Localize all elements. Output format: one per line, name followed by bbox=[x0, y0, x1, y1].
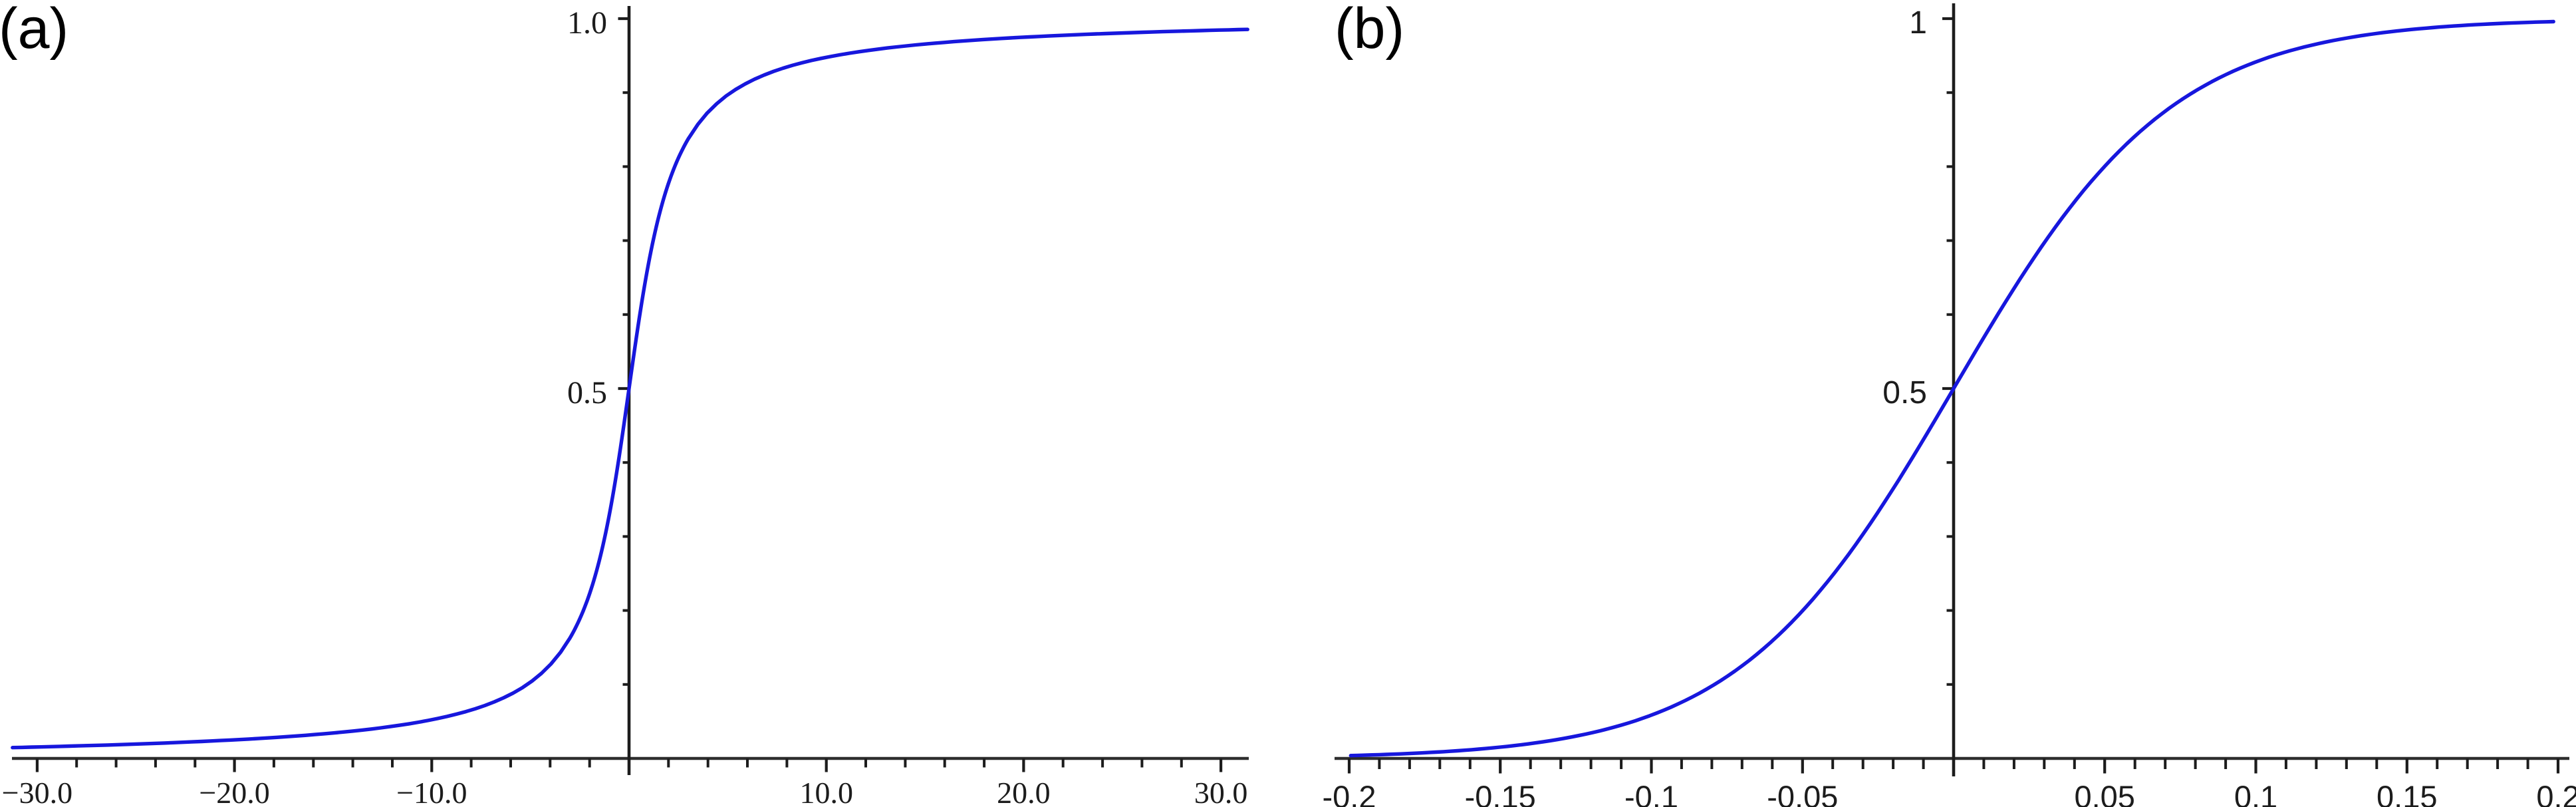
svg-text:0.5: 0.5 bbox=[567, 375, 607, 410]
svg-text:1.0: 1.0 bbox=[567, 5, 607, 41]
svg-text:-0.1: -0.1 bbox=[1624, 779, 1678, 807]
svg-text:10.0: 10.0 bbox=[799, 776, 853, 807]
svg-text:−30.0: −30.0 bbox=[2, 776, 72, 807]
svg-text:−20.0: −20.0 bbox=[199, 776, 269, 807]
svg-text:0.05: 0.05 bbox=[2074, 779, 2134, 807]
svg-text:1: 1 bbox=[1909, 5, 1927, 41]
svg-text:0.15: 0.15 bbox=[2377, 779, 2437, 807]
svg-text:-0.15: -0.15 bbox=[1465, 779, 1536, 807]
svg-text:−10.0: −10.0 bbox=[396, 776, 467, 807]
svg-text:0.1: 0.1 bbox=[2234, 779, 2277, 807]
svg-text:30.0: 30.0 bbox=[1194, 776, 1248, 807]
svg-text:20.0: 20.0 bbox=[997, 776, 1051, 807]
svg-text:0.5: 0.5 bbox=[1882, 375, 1927, 410]
svg-text:-0.05: -0.05 bbox=[1767, 779, 1838, 807]
svg-text:0.2: 0.2 bbox=[2536, 779, 2576, 807]
svg-text:-0.2: -0.2 bbox=[1323, 779, 1376, 807]
